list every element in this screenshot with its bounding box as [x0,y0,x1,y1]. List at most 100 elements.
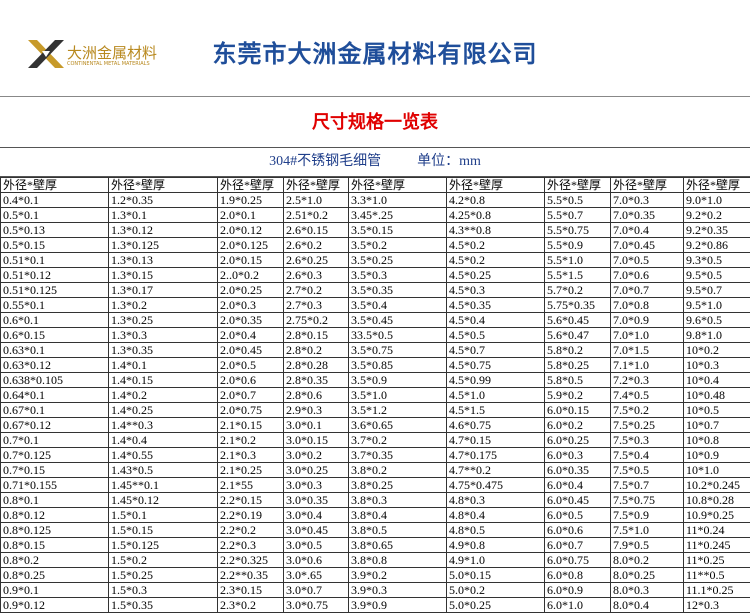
cell: 4.5*0.7 [446,342,545,358]
cell: 1.3*0.15 [108,267,218,283]
row: 0.8*0.12 1.5*0.1 2.2*0.19 3.0*0.4 3.8*0.4 4.8… [0,507,750,523]
row: 0.5*0.1 1.3*0.1 2.0*0.1 2.51*0.2 3.45*.25 4.2… [0,207,750,223]
cell: 11*0.25 [683,552,750,568]
cell: 7.0*1.0 [610,327,684,343]
row: 0.7*0.1 1.4*0.4 2.1*0.2 3.0*0.15 3.7*0.2 4.7*… [0,432,750,448]
cell: 1.5*0.35 [108,597,218,613]
cell: 3.5*1.2 [348,402,447,418]
cell: 9.5*0.5 [683,267,750,283]
cell: 2.0*0.25 [217,282,284,298]
cell: 3.9*0.3 [348,582,447,598]
cell: 4.5*0.35 [446,297,545,313]
cell: 3.8*0.3 [348,492,447,508]
cell: 2.0*0.6 [217,372,284,388]
cell: 5.6*0.45 [544,312,611,328]
cell: 3.8*0.2 [348,462,447,478]
cell: 0.6*0.1 [0,312,109,328]
cell: 1.4*0.2 [108,387,218,403]
row: 0.63*0.12 1.4*0.1 2.0*0.5 2.8*0.28 3.5*0.85 4… [0,357,750,373]
cell: 3.0*0.35 [283,492,349,508]
cell: 1.3*0.125 [108,237,218,253]
cell: 4.5*1.5 [446,402,545,418]
cell: 0.8*0.1 [0,492,109,508]
cell: 2.0*0.5 [217,357,284,373]
row: 0.7*0.15 1.43*0.5 2.1*0.25 3.0*0.25 3.8*0.2 4… [0,462,750,478]
cell: 4.3**0.8 [446,222,545,238]
cell: 2.3*0.2 [217,597,284,613]
cell: 3.0*0.25 [283,462,349,478]
cell: 7.9*0.5 [610,537,684,553]
row: 0.6*0.1 1.3*0.25 2.0*0.35 2.75*0.2 3.5*0.45 4… [0,312,750,328]
cell: 1.5*0.1 [108,507,218,523]
company-name: 东莞市大洲金属材料有限公司 [212,40,538,68]
cell: 4.8*0.3 [446,492,545,508]
cell: 2.2*0.2 [217,522,284,538]
cell: 4.5*0.5 [446,327,545,343]
row: 0.8*0.2 1.5*0.2 2.2*0.325 3.0*0.6 3.8*0.8 4.9… [0,552,750,568]
cell: 7.0*0.35 [610,207,684,223]
cell: 1.3*0.13 [108,252,218,268]
cell: 4.9*1.0 [446,552,545,568]
cell: 3.0*.65 [283,567,349,583]
cell: 3.0*0.45 [283,522,349,538]
cell: 7.5*1.0 [610,522,684,538]
cell: 6.0*0.75 [544,552,611,568]
cell: 3.0*0.7 [283,582,349,598]
cell: 7.0*0.9 [610,312,684,328]
cell: 10*0.4 [683,372,750,388]
cell: 1.3*0.35 [108,342,218,358]
cell: 4.75*0.475 [446,477,545,493]
cell: 3.45*.25 [348,207,447,223]
row: 0.67*0.1 1.4*0.25 2.0*0.75 2.9*0.3 3.5*1.2 4.… [0,402,750,418]
cell: 7.0*1.5 [610,342,684,358]
cell: 3.8*0.65 [348,537,447,553]
cell: 9.6*0.5 [683,312,750,328]
cell: 2.2*0.15 [217,492,284,508]
cell: 2.0*0.4 [217,327,284,343]
table-title: 尺寸规格一览表 [0,96,750,148]
cell: 2.0*0.1 [217,207,284,223]
cell: 5.5*0.5 [544,192,611,208]
cell: 2..0*0.2 [217,267,284,283]
cell: 7.4*0.5 [610,387,684,403]
cell: 7.0*0.45 [610,237,684,253]
cell: 6.0*0.5 [544,507,611,523]
cell: 0.51*0.12 [0,267,109,283]
cell: 1.3*0.25 [108,312,218,328]
product: 304#不锈钢毛细管 [269,154,382,169]
cell: 4.7*0.175 [446,447,545,463]
cell: 2.8*0.35 [283,372,349,388]
cell: 3.5*0.4 [348,297,447,313]
cell: 0.5*0.1 [0,207,109,223]
cell: 2.8*0.15 [283,327,349,343]
cell: 10*0.3 [683,357,750,373]
row: 0.8*0.15 1.5*0.125 2.2*0.3 3.0*0.5 3.8*0.65 4… [0,537,750,553]
cell: 10.9*0.25 [683,507,750,523]
cell: 2.3*0.15 [217,582,284,598]
cell: 0.64*0.1 [0,387,109,403]
cell: 5.0*0.2 [446,582,545,598]
cell: 4.25*0.8 [446,207,545,223]
cell: 6.0*0.45 [544,492,611,508]
cell: 4.7*0.15 [446,432,545,448]
cell: 6.0*1.0 [544,597,611,613]
row: 0.8*0.125 1.5*0.15 2.2*0.2 3.0*0.45 3.8*0.5 4… [0,522,750,538]
cell: 5.8*0.25 [544,357,611,373]
cell: 4.5*0.2 [446,252,545,268]
header-cell: 外径*壁厚 [108,177,218,193]
row: 0.51*0.125 1.3*0.17 2.0*0.25 2.7*0.2 3.5*0.3… [0,282,750,298]
cell: 7.0*0.7 [610,282,684,298]
cell: 12*0.3 [683,597,750,613]
cell: 2.1*0.15 [217,417,284,433]
cell: 0.67*0.1 [0,402,109,418]
cell: 4.7**0.2 [446,462,545,478]
cell: 7.0*0.8 [610,297,684,313]
header-cell: 外径*壁厚 [217,177,284,193]
cell: 3.5*0.35 [348,282,447,298]
cell: 10*0.7 [683,417,750,433]
row: 0.67*0.12 1.4**0.3 2.1*0.15 3.0*0.1 3.6*0.65… [0,417,750,433]
cell: 10.8*0.28 [683,492,750,508]
header-cell: 外径*壁厚 [283,177,349,193]
row: 0.638*0.105 1.4*0.15 2.0*0.6 2.8*0.35 3.5*0.… [0,372,750,388]
cell: 6.0*0.2 [544,417,611,433]
